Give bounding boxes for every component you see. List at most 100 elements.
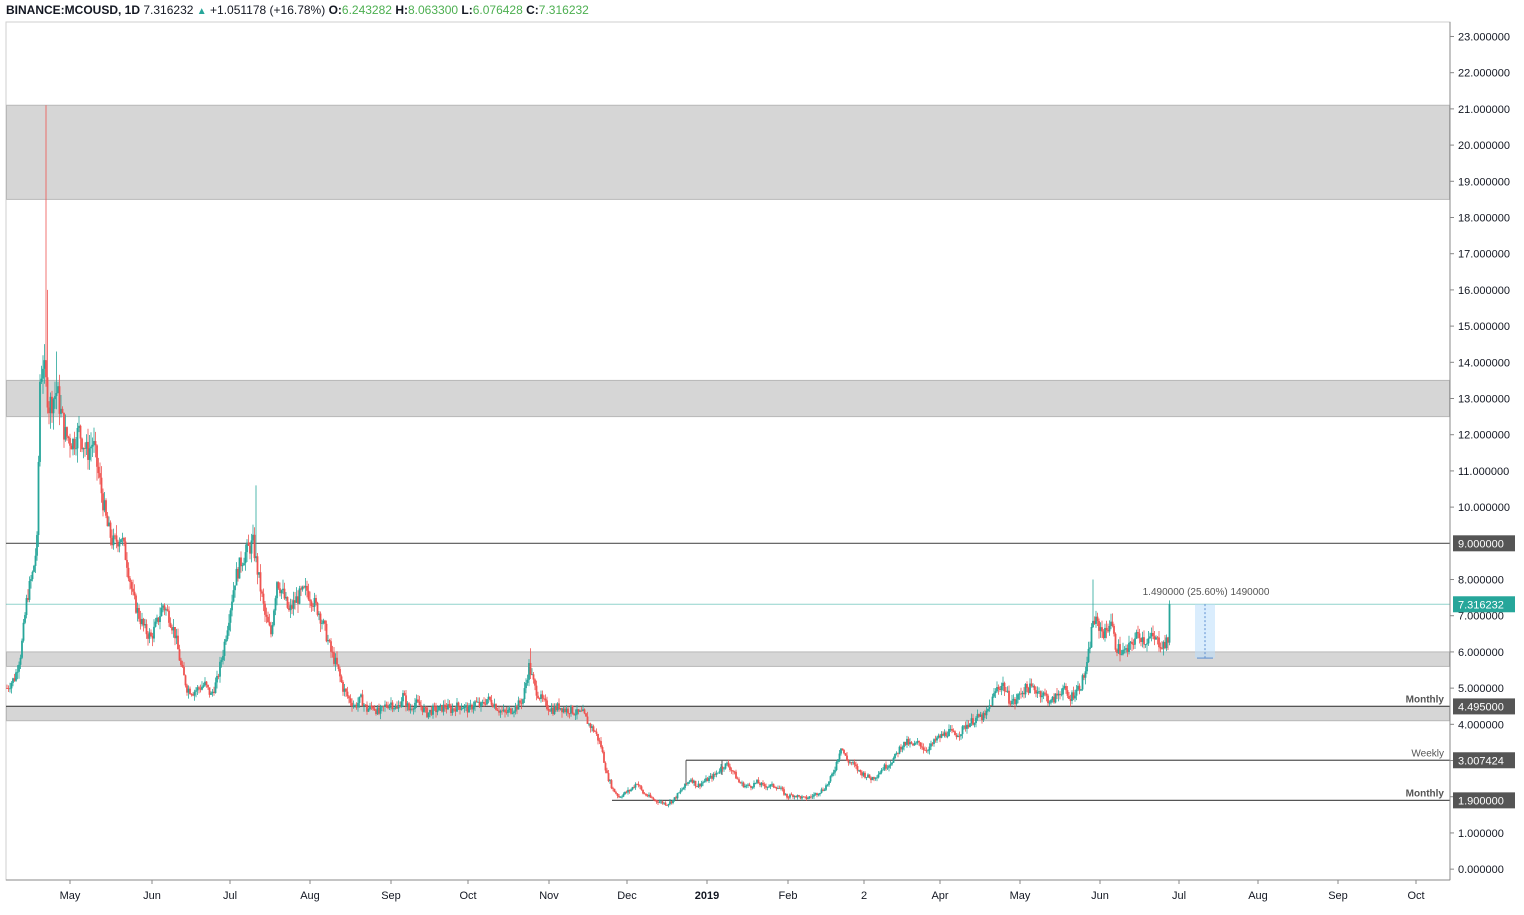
candle-body-742[interactable] — [1119, 644, 1121, 655]
candle-body-731[interactable] — [1102, 631, 1105, 638]
candle-body-698[interactable] — [1053, 696, 1055, 703]
candle-body-471[interactable] — [712, 773, 715, 779]
candle-body-561[interactable] — [847, 760, 850, 763]
candle-body-463[interactable] — [700, 783, 703, 787]
candle-body-220[interactable] — [336, 657, 338, 665]
candle-body-52[interactable] — [84, 447, 86, 449]
candle-body-725[interactable] — [1093, 620, 1096, 624]
candle-body-182[interactable] — [279, 588, 281, 594]
candle-body-678[interactable] — [1023, 692, 1025, 695]
candle-body-313[interactable] — [475, 701, 478, 703]
candle-body-249[interactable] — [379, 707, 382, 714]
candle-body-163[interactable] — [250, 540, 253, 554]
candle-body-50[interactable] — [81, 438, 83, 450]
candle-body-752[interactable] — [1134, 638, 1136, 645]
candle-body-770[interactable] — [1161, 648, 1163, 650]
candle-body-728[interactable] — [1098, 620, 1100, 631]
candle-body-493[interactable] — [745, 785, 748, 787]
candle-body-638[interactable] — [963, 725, 965, 727]
candle-body-246[interactable] — [375, 710, 377, 715]
candle-body-139[interactable] — [214, 682, 217, 694]
candle-body-387[interactable] — [586, 716, 589, 724]
candle-body-572[interactable] — [864, 772, 866, 778]
candle-body-294[interactable] — [447, 704, 449, 710]
candle-body-578[interactable] — [873, 777, 875, 779]
candle-body-245[interactable] — [373, 708, 376, 711]
candles-layer[interactable] — [6, 105, 1171, 808]
candle-body-477[interactable] — [721, 766, 724, 769]
candle-body-642[interactable] — [969, 723, 971, 728]
candle-body-430[interactable] — [651, 797, 653, 799]
candle-body-456[interactable] — [690, 779, 692, 782]
candle-body-744[interactable] — [1122, 649, 1124, 655]
candle-body-293[interactable] — [445, 707, 448, 710]
candle-body-92[interactable] — [144, 624, 146, 626]
candle-body-713[interactable] — [1075, 689, 1078, 696]
candle-body-519[interactable] — [784, 793, 787, 795]
candle-body-215[interactable] — [328, 640, 331, 642]
candle-body-586[interactable] — [885, 764, 887, 769]
candle-body-771[interactable] — [1162, 641, 1165, 649]
candle-body-595[interactable] — [898, 746, 901, 754]
candle-body-764[interactable] — [1152, 632, 1154, 637]
candle-body-553[interactable] — [835, 761, 838, 771]
candle-body-250[interactable] — [381, 706, 383, 708]
candle-body-56[interactable] — [90, 446, 92, 449]
candle-body-154[interactable] — [237, 568, 239, 579]
candle-body-325[interactable] — [493, 704, 496, 708]
candle-body-57[interactable] — [91, 444, 94, 447]
candle-body-706[interactable] — [1065, 686, 1067, 691]
candle-body-338[interactable] — [513, 711, 515, 713]
candle-body-506[interactable] — [765, 786, 767, 788]
candle-body-662[interactable] — [999, 688, 1001, 691]
candle-body-386[interactable] — [585, 713, 587, 717]
candle-body-261[interactable] — [397, 705, 400, 709]
candle-body-632[interactable] — [954, 731, 956, 736]
candle-body-266[interactable] — [405, 695, 407, 707]
candle-body-540[interactable] — [816, 793, 818, 796]
candle-body-539[interactable] — [814, 793, 817, 795]
candle-body-319[interactable] — [484, 703, 487, 705]
candle-body-142[interactable] — [219, 661, 221, 677]
candle-body-617[interactable] — [931, 743, 934, 745]
candle-body-122[interactable] — [189, 688, 191, 695]
candle-body-400[interactable] — [606, 770, 608, 774]
candle-body-459[interactable] — [694, 780, 697, 787]
candle-body-291[interactable] — [442, 704, 445, 712]
candle-body-429[interactable] — [649, 794, 652, 798]
candle-body-551[interactable] — [832, 772, 835, 774]
candle-body-297[interactable] — [451, 708, 454, 713]
candle-body-648[interactable] — [978, 714, 980, 717]
candle-body-761[interactable] — [1147, 638, 1150, 644]
candle-body-375[interactable] — [568, 713, 571, 715]
candle-body-345[interactable] — [523, 688, 526, 700]
candle-body-89[interactable] — [139, 618, 142, 625]
candle-body-270[interactable] — [411, 708, 413, 710]
candle-body-137[interactable] — [211, 691, 214, 694]
candle-body-120[interactable] — [186, 685, 188, 693]
candle-body-747[interactable] — [1126, 648, 1129, 652]
candle-body-253[interactable] — [385, 704, 388, 707]
candle-body-44[interactable] — [72, 438, 74, 450]
candle-body-490[interactable] — [741, 782, 743, 784]
candle-body-45[interactable] — [73, 438, 76, 449]
candle-body-235[interactable] — [358, 696, 361, 703]
candle-body-355[interactable] — [538, 698, 541, 699]
candle-body-420[interactable] — [636, 783, 638, 785]
candle-body-443[interactable] — [670, 801, 673, 804]
candle-body-66[interactable] — [105, 500, 107, 516]
candle-body-644[interactable] — [972, 718, 974, 725]
candle-body-334[interactable] — [507, 709, 509, 713]
candle-body-455[interactable] — [688, 781, 691, 783]
candle-body-405[interactable] — [613, 788, 616, 793]
candle-body-238[interactable] — [363, 704, 365, 707]
candle-body-554[interactable] — [837, 759, 839, 762]
candle-body-567[interactable] — [856, 766, 859, 771]
candle-body-324[interactable] — [492, 704, 494, 708]
candle-body-633[interactable] — [955, 735, 958, 738]
candle-body-90[interactable] — [141, 618, 143, 625]
candle-body-437[interactable] — [661, 801, 664, 804]
candle-body-532[interactable] — [804, 796, 806, 798]
candle-body-42[interactable] — [69, 438, 71, 446]
candle-body-576[interactable] — [870, 777, 872, 781]
